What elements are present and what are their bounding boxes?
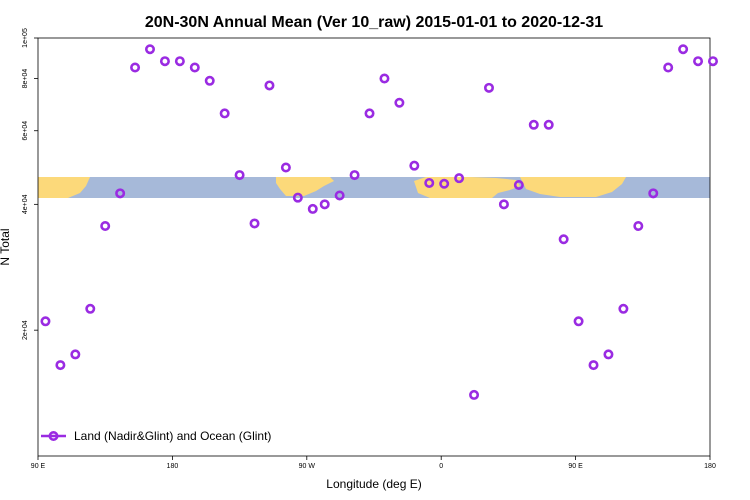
x-tick-label: 90 E xyxy=(31,463,46,470)
data-point xyxy=(663,62,674,73)
data-point xyxy=(528,119,539,130)
data-point xyxy=(219,108,230,119)
x-tick-label: 180 xyxy=(704,463,716,470)
data-point xyxy=(454,173,465,184)
data-point xyxy=(469,389,480,400)
y-axis: 2e+04 4e+04 6e+04 8e+04 1e+05 xyxy=(22,28,38,340)
land-area xyxy=(520,177,626,197)
data-point xyxy=(618,303,629,314)
data-point xyxy=(483,82,494,93)
legend: Land (Nadir&Glint) and Ocean (Glint) xyxy=(41,429,271,443)
legend-label: Land (Nadir&Glint) and Ocean (Glint) xyxy=(74,429,271,443)
data-point xyxy=(334,190,345,201)
data-point xyxy=(707,56,718,67)
data-point xyxy=(234,170,245,181)
y-tick-label: 1e+05 xyxy=(22,28,29,48)
data-point xyxy=(319,199,330,210)
data-point xyxy=(249,218,260,229)
x-tick-label: 90 E xyxy=(568,463,583,470)
x-axis-label: Longitude (deg E) xyxy=(326,477,421,491)
data-point xyxy=(573,316,584,327)
data-point xyxy=(364,108,375,119)
data-point xyxy=(264,80,275,91)
data-point xyxy=(409,160,420,171)
data-point xyxy=(633,221,644,232)
land-area xyxy=(276,177,334,196)
data-point xyxy=(558,234,569,245)
data-point xyxy=(55,360,66,371)
data-point xyxy=(115,188,126,199)
x-tick-label: 180 xyxy=(167,463,179,470)
land-area xyxy=(38,177,90,198)
data-point xyxy=(588,360,599,371)
legend-marker xyxy=(48,430,59,441)
y-tick-label: 6e+04 xyxy=(22,121,29,141)
data-point xyxy=(439,178,450,189)
y-tick-label: 4e+04 xyxy=(22,194,29,214)
y-axis-label: N Total xyxy=(0,228,12,265)
data-point xyxy=(280,162,291,173)
data-point xyxy=(159,56,170,67)
data-point xyxy=(145,44,156,55)
map-band xyxy=(38,177,710,198)
data-point xyxy=(85,303,96,314)
data-point xyxy=(189,62,200,73)
data-point xyxy=(307,203,318,214)
y-tick-label: 2e+04 xyxy=(22,320,29,340)
data-point xyxy=(603,349,614,360)
data-point xyxy=(543,119,554,130)
data-point xyxy=(174,56,185,67)
data-point xyxy=(130,62,141,73)
data-point xyxy=(513,179,524,190)
data-point xyxy=(204,75,215,86)
data-point xyxy=(693,56,704,67)
data-point xyxy=(394,97,405,108)
data-point xyxy=(70,349,81,360)
data-point xyxy=(349,170,360,181)
x-tick-label: 90 W xyxy=(299,463,316,470)
data-point xyxy=(678,44,689,55)
x-axis: 90 E 180 90 W 0 90 E 180 xyxy=(31,456,716,470)
data-point xyxy=(100,221,111,232)
data-points xyxy=(40,44,718,400)
y-tick-label: 8e+04 xyxy=(22,69,29,89)
data-point xyxy=(292,192,303,203)
data-point xyxy=(648,188,659,199)
data-point xyxy=(424,177,435,188)
data-point xyxy=(40,316,51,327)
plot-frame xyxy=(37,37,711,457)
chart-title: 20N-30N Annual Mean (Ver 10_raw) 2015-01… xyxy=(145,14,603,31)
data-point xyxy=(498,199,509,210)
x-tick-label: 0 xyxy=(439,463,443,470)
data-point xyxy=(379,73,390,84)
